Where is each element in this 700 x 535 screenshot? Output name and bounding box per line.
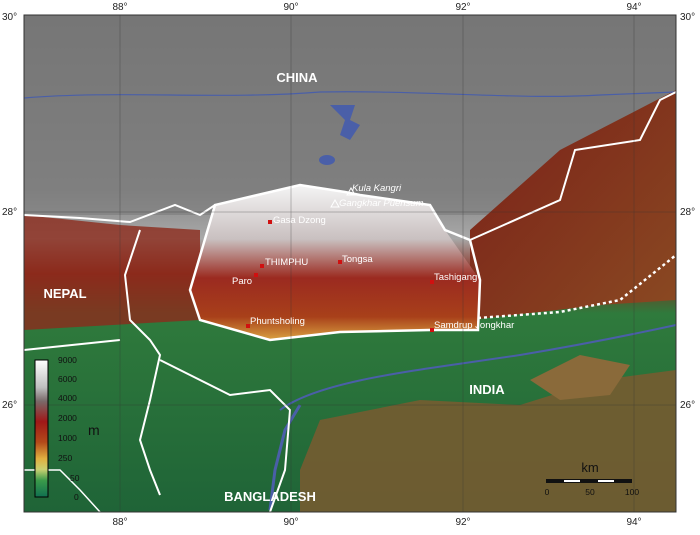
city-label-phuntsholing: Phuntsholing — [250, 316, 305, 327]
city-marker-icon — [246, 324, 250, 328]
scale-bar-segment — [564, 480, 580, 482]
lat-tick: 26° — [680, 400, 695, 411]
longitude-ticks: 88° 90° 92° 94° 88° 90° 92° 94° — [112, 2, 641, 528]
legend-level: 1000 — [58, 433, 77, 443]
country-label-bangladesh: BANGLADESH — [224, 489, 316, 504]
legend-level: 4000 — [58, 393, 77, 403]
city-marker-icon — [260, 264, 264, 268]
legend-level: 6000 — [58, 374, 77, 384]
city-marker-icon — [268, 220, 272, 224]
elevation-legend: m 9000 6000 4000 2000 1000 250 50 0 — [34, 355, 100, 502]
map-frame — [23, 14, 677, 513]
bangladesh-border — [159, 359, 292, 513]
lon-tick: 94° — [626, 2, 641, 13]
lake — [330, 105, 360, 140]
scale-unit: km — [581, 460, 598, 475]
city-label-tongsa: Tongsa — [342, 254, 373, 265]
legend-unit: m — [88, 422, 100, 438]
lon-tick: 92° — [455, 2, 470, 13]
city-label-tashigang: Tashigang — [434, 272, 477, 283]
brahmaputra-river — [279, 324, 677, 411]
himalayan-foothills-terrain — [24, 215, 200, 330]
lon-tick: 92° — [455, 517, 470, 528]
city-marker-icon — [254, 273, 258, 277]
lake — [319, 155, 335, 165]
lat-tick: 26° — [2, 400, 17, 411]
lat-tick: 30° — [2, 12, 17, 23]
peak-triangle-icon — [346, 186, 356, 196]
country-label-india: INDIA — [469, 382, 505, 397]
lon-tick: 88° — [112, 2, 127, 13]
legend-level: 50 — [70, 473, 80, 483]
country-label-china: CHINA — [276, 70, 318, 85]
graticule — [24, 15, 676, 512]
lat-tick: 30° — [680, 12, 695, 23]
china-india-border — [469, 91, 677, 241]
lon-tick: 90° — [283, 517, 298, 528]
peak-label: Gangkhar Puensum — [339, 198, 424, 209]
india-border — [123, 229, 162, 496]
city-label-paro: Paro — [232, 276, 252, 287]
lon-tick: 90° — [283, 2, 298, 13]
scale-label: 100 — [625, 487, 639, 497]
scale-bar-segment — [598, 480, 614, 482]
peak-label: Kula Kangri — [352, 183, 402, 194]
arunachal-terrain — [470, 90, 676, 320]
city-marker-icon — [430, 280, 434, 284]
city-label-thimphu: THIMPHU — [265, 257, 308, 268]
latitude-ticks: 30° 28° 26° 30° 28° 26° — [2, 12, 695, 411]
nepal-india-border — [23, 339, 121, 351]
city-marker-icon — [430, 328, 434, 332]
lon-tick: 88° — [112, 517, 127, 528]
city-marker-icon — [338, 260, 342, 264]
legend-level: 250 — [58, 453, 72, 463]
river — [268, 404, 302, 511]
nepal-china-border — [23, 203, 216, 224]
legend-colorbar — [34, 359, 49, 498]
scale-bar: km 0 50 100 — [545, 460, 640, 497]
lon-tick: 94° — [626, 517, 641, 528]
scale-label: 50 — [585, 487, 595, 497]
peak-kula-kangri: Kula Kangri — [346, 183, 402, 196]
scale-bar-segment — [546, 479, 632, 483]
lat-tick: 28° — [680, 207, 695, 218]
river — [23, 91, 677, 99]
city-markers — [246, 220, 434, 332]
peak-triangle-icon — [330, 198, 340, 208]
legend-level: 0 — [74, 492, 79, 502]
assam-hills — [300, 370, 676, 512]
country-label-nepal: NEPAL — [43, 286, 86, 301]
city-label-gasa: Gasa Dzong — [273, 215, 326, 226]
lat-tick: 28° — [2, 207, 17, 218]
legend-level: 2000 — [58, 413, 77, 423]
scale-label: 0 — [545, 487, 550, 497]
bhutan-terrain — [190, 185, 480, 340]
city-label-samdrup-jongkhar: Samdrup Jongkhar — [434, 320, 514, 331]
legend-level: 9000 — [58, 355, 77, 365]
hill-terrain — [530, 355, 630, 400]
peak-gangkhar-puensum: Gangkhar Puensum — [330, 198, 424, 209]
